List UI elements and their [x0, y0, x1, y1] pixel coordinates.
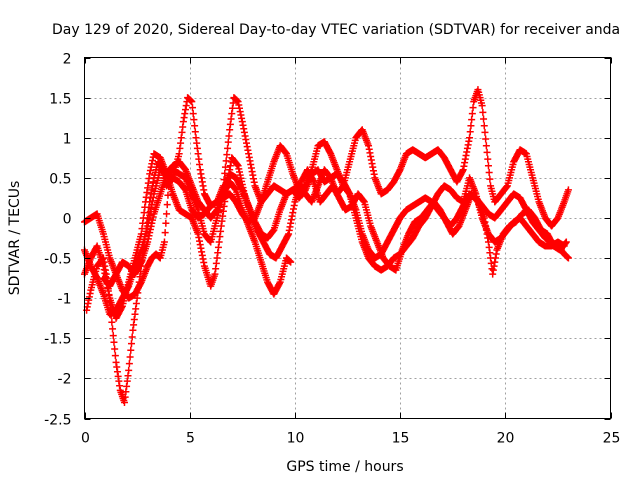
data-point [109, 332, 117, 340]
series-track-4 [99, 138, 572, 290]
data-point [224, 144, 232, 152]
data-point [191, 128, 199, 136]
data-point [564, 254, 572, 262]
data-point [189, 104, 197, 112]
y-tick-label: -2.5 [44, 413, 71, 429]
data-point [480, 115, 488, 123]
series-track-3 [81, 166, 295, 302]
y-tick-label: -1 [58, 292, 72, 308]
data-point [223, 151, 231, 159]
data-point [482, 142, 490, 150]
x-axis-label: GPS time / hours [286, 459, 403, 475]
data-point [164, 191, 172, 199]
data-point [225, 132, 233, 140]
data-point [126, 353, 134, 361]
data-point [109, 325, 117, 333]
data-point [127, 346, 135, 354]
data-point [163, 201, 171, 209]
data-point [161, 229, 169, 237]
data-point [562, 238, 570, 246]
data-point [479, 108, 487, 116]
data-point [482, 135, 490, 143]
x-tick-label: 10 [287, 431, 305, 447]
data-point [189, 110, 197, 118]
data-point [484, 155, 492, 163]
series-track-5 [81, 158, 568, 318]
axes: 0 5 10 15 20 25 -2.5 -2 -1.5 -1 -0.5 0 0.5 1 1.5 2 [44, 52, 620, 447]
data-point [486, 175, 494, 183]
data-point [125, 366, 133, 374]
y-tick-label: -2 [58, 372, 72, 388]
data-point [222, 157, 230, 165]
data-point [469, 104, 477, 112]
x-tick-label: 15 [392, 431, 410, 447]
data-point [466, 128, 474, 136]
data-point [110, 338, 118, 346]
data-point [224, 138, 232, 146]
data-point [105, 291, 113, 299]
data-points [81, 86, 572, 406]
data-point [468, 110, 476, 118]
data-point [466, 134, 474, 142]
data-point [162, 219, 170, 227]
y-tick-label: 0 [63, 212, 72, 228]
data-point [468, 116, 476, 124]
data-point [108, 318, 116, 326]
data-point [221, 163, 229, 171]
x-tick-label: 25 [603, 431, 621, 447]
data-point [127, 340, 135, 348]
data-point [564, 186, 572, 194]
data-point [160, 238, 168, 246]
grid-lines [84, 57, 611, 419]
y-tick-label: -1.5 [44, 332, 71, 348]
data-point [191, 122, 199, 130]
data-point [287, 258, 295, 266]
data-point [128, 333, 136, 341]
data-point [481, 128, 489, 136]
data-point [467, 122, 475, 130]
data-point [111, 352, 119, 360]
plot-frame [84, 57, 611, 419]
y-tick-label: 1 [63, 132, 72, 148]
data-point [478, 102, 486, 110]
data-point [485, 168, 493, 176]
y-tick-label: 0.5 [49, 172, 71, 188]
y-tick-label: 2 [63, 52, 72, 68]
data-point [560, 242, 568, 250]
x-tick-label: 0 [81, 431, 90, 447]
data-point [163, 210, 171, 218]
y-tick-label: 1.5 [49, 92, 71, 108]
data-point [480, 122, 488, 130]
chart-title: Day 129 of 2020, Sidereal Day-to-day VTE… [52, 22, 620, 38]
data-point [483, 148, 491, 156]
data-point [188, 98, 196, 106]
y-axis-label: SDTVAR / TECUs [7, 181, 23, 296]
data-point [111, 345, 119, 353]
x-tick-label: 20 [497, 431, 515, 447]
data-point [190, 116, 198, 124]
x-tick-label: 5 [186, 431, 195, 447]
data-point [484, 162, 492, 170]
y-tick-label: -0.5 [44, 252, 71, 268]
data-point [125, 360, 133, 368]
